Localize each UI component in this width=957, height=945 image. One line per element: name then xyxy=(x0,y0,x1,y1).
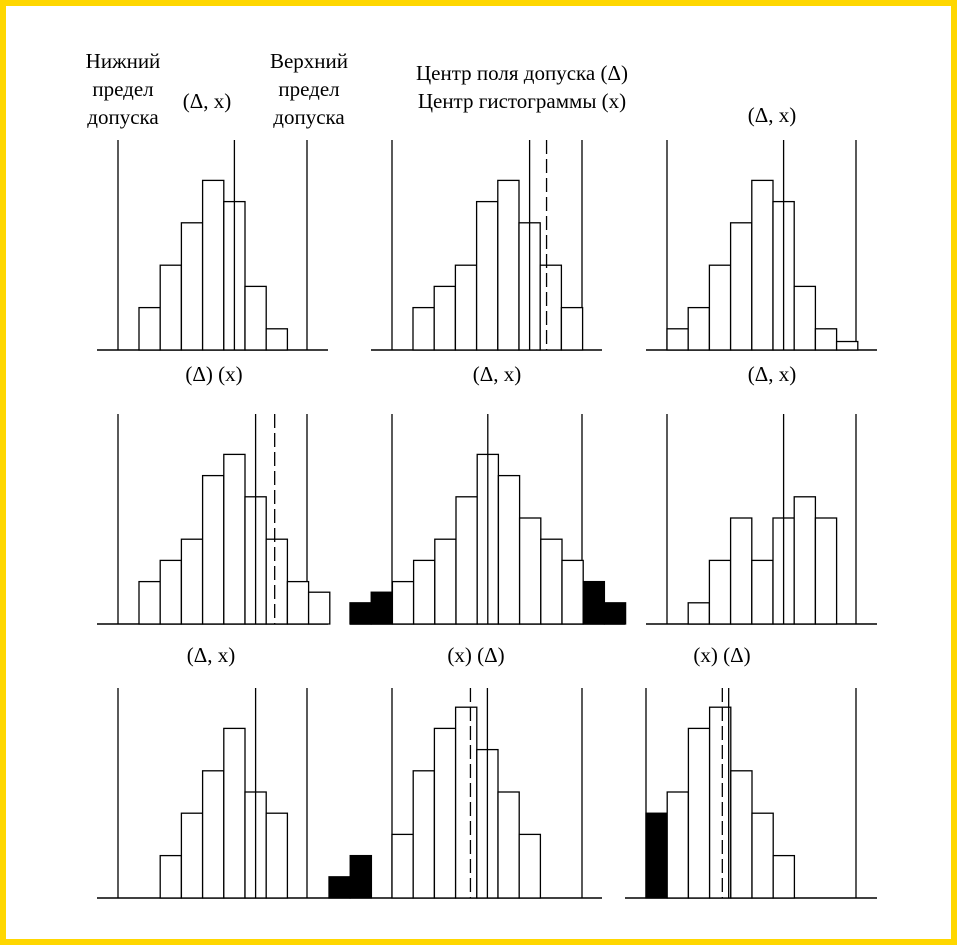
panel-6-bar-4 xyxy=(729,517,753,625)
panel-6-bar-7 xyxy=(793,496,817,625)
legend-histogram-center: Центр гистограммы (x) xyxy=(418,89,626,113)
panel-4-bar-4 xyxy=(201,474,225,625)
panel-9-bar-1 xyxy=(645,812,668,899)
panel-5-bar-11 xyxy=(561,559,584,625)
legend-tolerance-center: Центр поля допуска (Δ) xyxy=(416,61,628,85)
panel-7-bar-4 xyxy=(201,770,225,899)
panel-1-bar-6 xyxy=(244,285,267,351)
panel-3-bar-2 xyxy=(687,306,711,351)
panel-3-bar-4 xyxy=(729,222,753,351)
panel-8-bar-3 xyxy=(433,727,457,899)
panel-6-label: (Δ, x) xyxy=(748,362,797,386)
panel-5-bar-10 xyxy=(540,538,563,625)
panel-1-bar-1 xyxy=(138,306,161,351)
panel-5-label: (Δ, x) xyxy=(473,362,522,386)
panel-7-bar-5 xyxy=(223,727,246,899)
panel-5-bar-6 xyxy=(455,496,478,625)
panel-4-bar-5 xyxy=(223,453,246,625)
panel-9-bar-6 xyxy=(751,812,774,899)
panel-8-bar-7 xyxy=(518,833,542,899)
panel-4-bar-2 xyxy=(159,559,183,625)
panel-1-bar-2 xyxy=(159,264,183,351)
panel-7-bar-3 xyxy=(180,812,204,899)
panel-3-bar-1 xyxy=(666,328,689,351)
panel-7-bar-7 xyxy=(265,812,289,899)
lower-limit-line2: предел xyxy=(92,77,153,101)
panel-4-bar-7 xyxy=(265,538,289,625)
panel-7-label: (Δ, x) xyxy=(187,643,236,667)
panel-3-bar-7 xyxy=(793,285,817,351)
panel-6-bar-5 xyxy=(751,559,774,625)
panel-9-bar-3 xyxy=(687,727,711,899)
panel-5-bar-3 xyxy=(391,580,415,625)
panel-5-bar-9 xyxy=(518,517,542,625)
panel-4-bar-1 xyxy=(138,580,161,625)
upper-limit-line1: Верхний xyxy=(270,49,348,73)
panel-5-bar-12 xyxy=(582,580,606,625)
panel-1-bar-7 xyxy=(265,328,289,351)
panel-1-bar-3 xyxy=(180,222,204,351)
panel-3-bar-5 xyxy=(751,179,774,351)
panel-6-bar-8 xyxy=(814,517,838,625)
panel-7-outside-bar-1 xyxy=(328,876,351,899)
panel-4-bar-3 xyxy=(180,538,204,625)
panel-5-bar-2 xyxy=(370,591,394,625)
lower-limit-line3: допуска xyxy=(87,105,159,129)
panel-5-bar-1 xyxy=(349,602,372,625)
panel-4-label: (Δ) (x) xyxy=(185,362,242,386)
panel-3-label: (Δ, x) xyxy=(748,103,797,127)
panel-2-bar-3 xyxy=(454,264,478,351)
panel-2-bar-1 xyxy=(412,306,435,351)
panel-2-bar-2 xyxy=(433,285,457,351)
panel-5-bar-4 xyxy=(412,559,436,625)
panel-8-label: (x) (Δ) xyxy=(447,643,504,667)
panel-1-label: (Δ, x) xyxy=(183,89,232,113)
panel-2-bar-5 xyxy=(497,179,520,351)
panel-3-bar-9 xyxy=(835,340,859,351)
panel-9-bar-5 xyxy=(730,770,753,899)
panel-5-bar-5 xyxy=(434,538,457,625)
panel-7-outside-bar-2 xyxy=(349,854,373,899)
panel-2-bar-7 xyxy=(539,264,563,351)
panel-5-bar-8 xyxy=(497,474,521,625)
panel-4-bar-8 xyxy=(286,580,310,625)
panel-1-bar-4 xyxy=(201,179,225,351)
panel-7-bar-2 xyxy=(159,854,183,899)
panel-6-bar-2 xyxy=(687,602,711,625)
lower-limit-line1: Нижний xyxy=(86,49,161,73)
panel-8-bar-6 xyxy=(497,791,520,899)
panel-4-bar-9 xyxy=(307,591,331,625)
panel-2-bar-8 xyxy=(560,306,584,351)
panel-8-bar-4 xyxy=(454,706,478,899)
upper-limit-line2: предел xyxy=(278,77,339,101)
panel-9-bar-2 xyxy=(666,791,690,899)
panel-9-bar-7 xyxy=(772,854,796,899)
panel-8-bar-1 xyxy=(391,833,414,899)
upper-limit-line3: допуска xyxy=(273,105,345,129)
panel-9-label: (x) (Δ) xyxy=(693,643,750,667)
panel-3-bar-3 xyxy=(708,264,732,351)
panel-5-bar-13 xyxy=(603,602,627,625)
panel-2-bar-4 xyxy=(475,200,499,351)
panel-3-bar-8 xyxy=(814,328,838,351)
panel-8-bar-2 xyxy=(412,770,436,899)
panel-6-bar-3 xyxy=(708,559,732,625)
panel-9-bar-4 xyxy=(708,706,732,899)
